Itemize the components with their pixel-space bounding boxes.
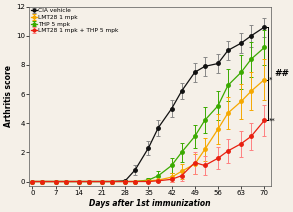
Text: **: ** [269,117,276,123]
X-axis label: Days after 1st immunization: Days after 1st immunization [89,199,211,208]
Legend: CIA vehicle, LMT28 1 mpk, THP 5 mpk, LMT28 1 mpk + THP 5 mpk: CIA vehicle, LMT28 1 mpk, THP 5 mpk, LMT… [30,8,120,34]
Text: *: * [269,77,272,82]
Text: ##: ## [274,69,289,78]
Y-axis label: Arthritis score: Arthritis score [4,65,13,127]
